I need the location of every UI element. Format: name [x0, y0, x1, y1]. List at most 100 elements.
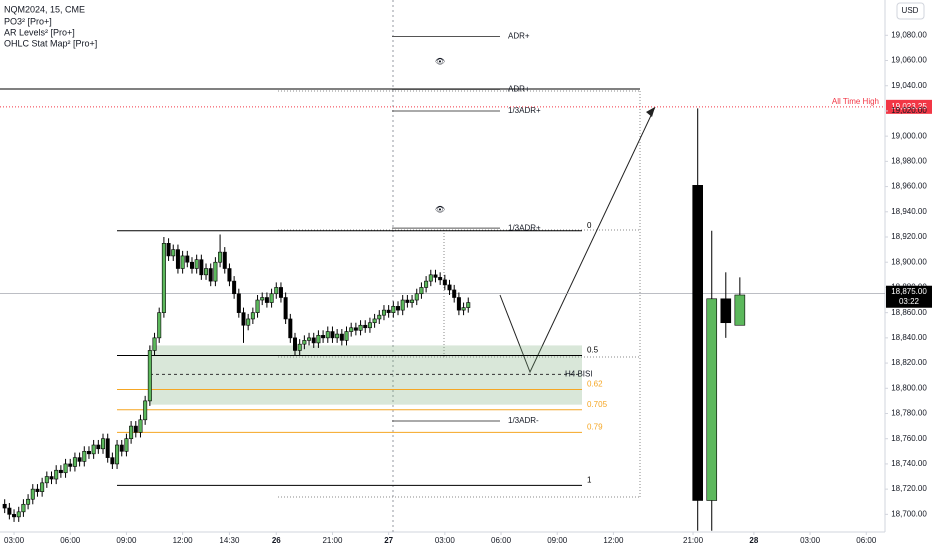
- candle-body: [255, 299, 260, 313]
- fib-label: 0: [587, 221, 592, 230]
- candle-body: [35, 488, 40, 492]
- y-tick-label: 18,740.00: [891, 459, 927, 468]
- symbol-title: NQM2024, 15, CME: [4, 4, 85, 14]
- candle-body: [86, 451, 91, 455]
- candle-body: [246, 318, 251, 326]
- last-price-box: [886, 285, 932, 308]
- currency-button[interactable]: [896, 2, 925, 20]
- candle-body: [7, 507, 12, 515]
- candle-body: [157, 312, 162, 339]
- x-tick-label: 09:00: [547, 536, 568, 545]
- candle-body: [189, 261, 194, 269]
- candle-body: [349, 327, 354, 332]
- fib-label: 1: [587, 475, 592, 484]
- x-tick-label: 26: [272, 536, 281, 545]
- candle-body: [335, 333, 340, 339]
- candle-body: [138, 419, 143, 433]
- x-tick-label: 03:00: [4, 536, 25, 545]
- candle-body: [330, 331, 335, 339]
- candle-body: [44, 476, 49, 484]
- candle-body: [283, 297, 288, 320]
- candle-body: [152, 337, 157, 351]
- candle-body: [12, 514, 17, 518]
- candle-body: [82, 451, 87, 462]
- candle-body: [2, 503, 7, 509]
- candle-body: [734, 294, 746, 326]
- fvg-zone: [150, 345, 582, 405]
- x-tick-label: 21:00: [322, 536, 343, 545]
- candle-body: [442, 279, 447, 286]
- candle-body: [110, 457, 115, 465]
- candle-body: [49, 476, 54, 480]
- eye-icon: 👁: [435, 57, 445, 66]
- candle-body: [40, 482, 45, 492]
- last-price-label: 18,875.00: [891, 287, 927, 296]
- y-tick-label: 18,760.00: [891, 434, 927, 443]
- adr-label: 1/3ADR-: [508, 416, 539, 425]
- y-tick-label: 18,940.00: [891, 207, 927, 216]
- x-tick-label: 27: [384, 536, 393, 545]
- candle-body: [400, 299, 405, 311]
- candle-body: [456, 297, 461, 311]
- candle-body: [171, 249, 176, 257]
- candle-body: [353, 327, 358, 331]
- candle-body: [381, 309, 386, 316]
- candle-body: [264, 297, 269, 303]
- candle-body: [391, 306, 396, 313]
- indicator-name: OHLC Stat Map² [Pro+]: [4, 38, 97, 48]
- candle-body: [129, 425, 134, 440]
- y-tick-label: 18,700.00: [891, 509, 927, 518]
- ath-price-box: [886, 99, 932, 114]
- y-tick-label: 19,060.00: [891, 56, 927, 65]
- candle-body: [307, 337, 312, 341]
- bisi-label: H4 BISI: [565, 370, 593, 379]
- candle-body: [396, 306, 401, 311]
- candle-body: [175, 249, 180, 269]
- candle-body: [297, 343, 302, 351]
- candle-body: [720, 298, 732, 324]
- y-tick-label: 18,900.00: [891, 257, 927, 266]
- candle-body: [143, 400, 148, 421]
- fib-label: 0.5: [587, 346, 599, 355]
- candle-body: [30, 488, 35, 500]
- y-tick-label: 18,840.00: [891, 333, 927, 342]
- candle-body: [377, 314, 382, 320]
- x-tick-label: 12:00: [173, 536, 194, 545]
- candle-body: [466, 302, 471, 308]
- candle-body: [241, 312, 246, 326]
- candle-body: [133, 425, 138, 433]
- candle-body: [414, 293, 419, 301]
- candle-body: [292, 337, 297, 351]
- candle-body: [274, 287, 279, 295]
- x-tick-label: 06:00: [856, 536, 877, 545]
- ath-price-label: 19,023.25: [891, 102, 927, 111]
- candle-body: [124, 438, 129, 452]
- candle-body: [419, 287, 424, 295]
- candle-body: [180, 255, 185, 269]
- candle-body: [706, 298, 718, 501]
- candle-body: [452, 289, 457, 298]
- candle-body: [424, 280, 429, 288]
- candle-body: [232, 280, 237, 295]
- fib-label: 0.79: [587, 423, 603, 432]
- candle-body: [339, 333, 344, 341]
- countdown-label: 03:22: [899, 297, 920, 306]
- candle-body: [101, 438, 106, 450]
- candle-body: [96, 444, 101, 450]
- candle-body: [58, 469, 63, 474]
- y-tick-label: 18,780.00: [891, 409, 927, 418]
- candle-body: [278, 287, 283, 298]
- candle-body: [208, 268, 213, 282]
- candle-body: [194, 259, 199, 269]
- eye-icon: 👁: [435, 205, 445, 214]
- x-tick-label: 09:00: [116, 536, 137, 545]
- candle-body: [26, 498, 31, 505]
- candle-body: [363, 324, 368, 329]
- x-tick-label: 03:00: [435, 536, 456, 545]
- currency-label[interactable]: USD: [902, 6, 919, 15]
- x-tick-label: 06:00: [60, 536, 81, 545]
- indicator-name: AR Levels² [Pro+]: [4, 27, 75, 37]
- y-tick-label: 18,920.00: [891, 232, 927, 241]
